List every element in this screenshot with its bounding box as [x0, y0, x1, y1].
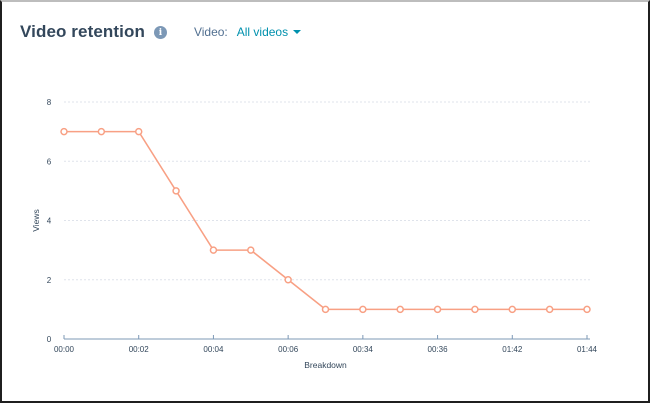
x-tick-label: 00:36	[428, 345, 449, 354]
x-axis-title: Breakdown	[304, 360, 347, 370]
report-title: Video retention	[20, 22, 145, 41]
data-point[interactable]	[134, 127, 143, 136]
data-point[interactable]	[433, 305, 442, 314]
data-point[interactable]	[583, 305, 591, 314]
y-axis: 0 2 4 6 8	[47, 98, 52, 344]
video-filter-dropdown[interactable]: All videos	[236, 25, 302, 39]
report-header: Video retention i Video: All videos	[20, 22, 302, 42]
data-point[interactable]	[247, 246, 255, 254]
x-tick-label: 00:02	[129, 345, 150, 354]
data-point[interactable]	[545, 305, 554, 314]
y-tick-label: 6	[47, 157, 52, 166]
x-tick-label: 01:42	[502, 345, 523, 354]
data-point[interactable]	[471, 305, 479, 314]
y-tick-label: 2	[47, 276, 52, 285]
data-point[interactable]	[508, 305, 517, 314]
video-filter-label: Video:	[193, 25, 228, 39]
x-tick-label: 00:34	[353, 345, 374, 354]
data-point[interactable]	[172, 187, 180, 195]
data-point[interactable]	[359, 305, 367, 314]
info-icon[interactable]: i	[153, 26, 167, 39]
x-tick-label: 01:44	[577, 345, 598, 354]
x-tick-label: 00:06	[278, 345, 299, 354]
data-point[interactable]	[396, 305, 404, 314]
caret-down-icon	[293, 30, 302, 34]
y-tick-label: 8	[47, 98, 52, 107]
data-point[interactable]	[321, 305, 330, 314]
x-axis: 00:00 00:02 00:04 00:06 00:34 00:36 01:42 01:44	[54, 335, 598, 354]
x-tick-label: 00:04	[203, 345, 224, 354]
data-point[interactable]	[209, 246, 218, 254]
y-tick-label: 4	[47, 217, 52, 226]
y-tick-label: 0	[47, 335, 52, 344]
grid-lines	[64, 101, 592, 281]
data-point[interactable]	[60, 127, 68, 136]
views-series	[60, 127, 591, 314]
data-point[interactable]	[97, 127, 106, 136]
video-filter-value: All videos	[236, 25, 289, 39]
data-point[interactable]	[284, 276, 292, 284]
y-axis-title: Views	[31, 209, 41, 232]
x-tick-label: 00:00	[54, 345, 75, 354]
